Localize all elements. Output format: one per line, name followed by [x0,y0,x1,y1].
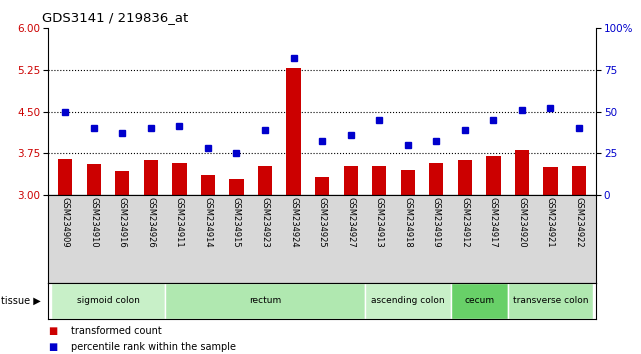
Bar [165,283,365,319]
Bar [115,171,129,195]
Bar [229,179,244,195]
Text: transverse colon: transverse colon [513,296,588,306]
Text: GSM234911: GSM234911 [175,198,184,248]
Bar [458,160,472,195]
Bar [315,177,329,195]
Text: tissue ▶: tissue ▶ [1,296,40,306]
Text: ascending colon: ascending colon [371,296,445,306]
Text: GSM234914: GSM234914 [203,198,212,248]
Bar [365,283,451,319]
Bar [51,283,165,319]
Bar [487,156,501,195]
Text: cecum: cecum [464,296,494,306]
Text: GSM234918: GSM234918 [403,198,412,248]
Text: GSM234915: GSM234915 [232,198,241,248]
Text: ■: ■ [48,326,57,336]
Text: GSM234917: GSM234917 [489,198,498,248]
Text: GSM234920: GSM234920 [517,198,526,248]
Text: GSM234919: GSM234919 [432,198,441,248]
Text: GSM234926: GSM234926 [146,198,155,248]
Text: transformed count: transformed count [71,326,162,336]
Bar [508,283,594,319]
Text: GSM234909: GSM234909 [61,198,70,248]
Text: percentile rank within the sample: percentile rank within the sample [71,342,235,352]
Text: GSM234927: GSM234927 [346,198,355,248]
Text: GSM234921: GSM234921 [546,198,555,248]
Bar [401,170,415,195]
Text: GSM234913: GSM234913 [375,198,384,248]
Bar [87,164,101,195]
Text: GSM234924: GSM234924 [289,198,298,248]
Bar [572,166,586,195]
Bar [201,175,215,195]
Bar [344,166,358,195]
Text: GSM234925: GSM234925 [317,198,327,248]
Bar [287,68,301,195]
Bar [544,167,558,195]
Bar [144,160,158,195]
Text: ■: ■ [48,342,57,352]
Bar [429,162,444,195]
Bar [258,166,272,195]
Text: GSM234912: GSM234912 [460,198,469,248]
Text: GDS3141 / 219836_at: GDS3141 / 219836_at [42,11,188,24]
Text: sigmoid colon: sigmoid colon [76,296,140,306]
Text: GSM234923: GSM234923 [260,198,269,248]
Text: GSM234916: GSM234916 [118,198,127,248]
Bar [172,162,187,195]
Text: GSM234922: GSM234922 [574,198,583,248]
Text: rectum: rectum [249,296,281,306]
Bar [372,166,387,195]
Text: GSM234910: GSM234910 [89,198,98,248]
Bar [451,283,508,319]
Bar [58,159,72,195]
Bar [515,150,529,195]
